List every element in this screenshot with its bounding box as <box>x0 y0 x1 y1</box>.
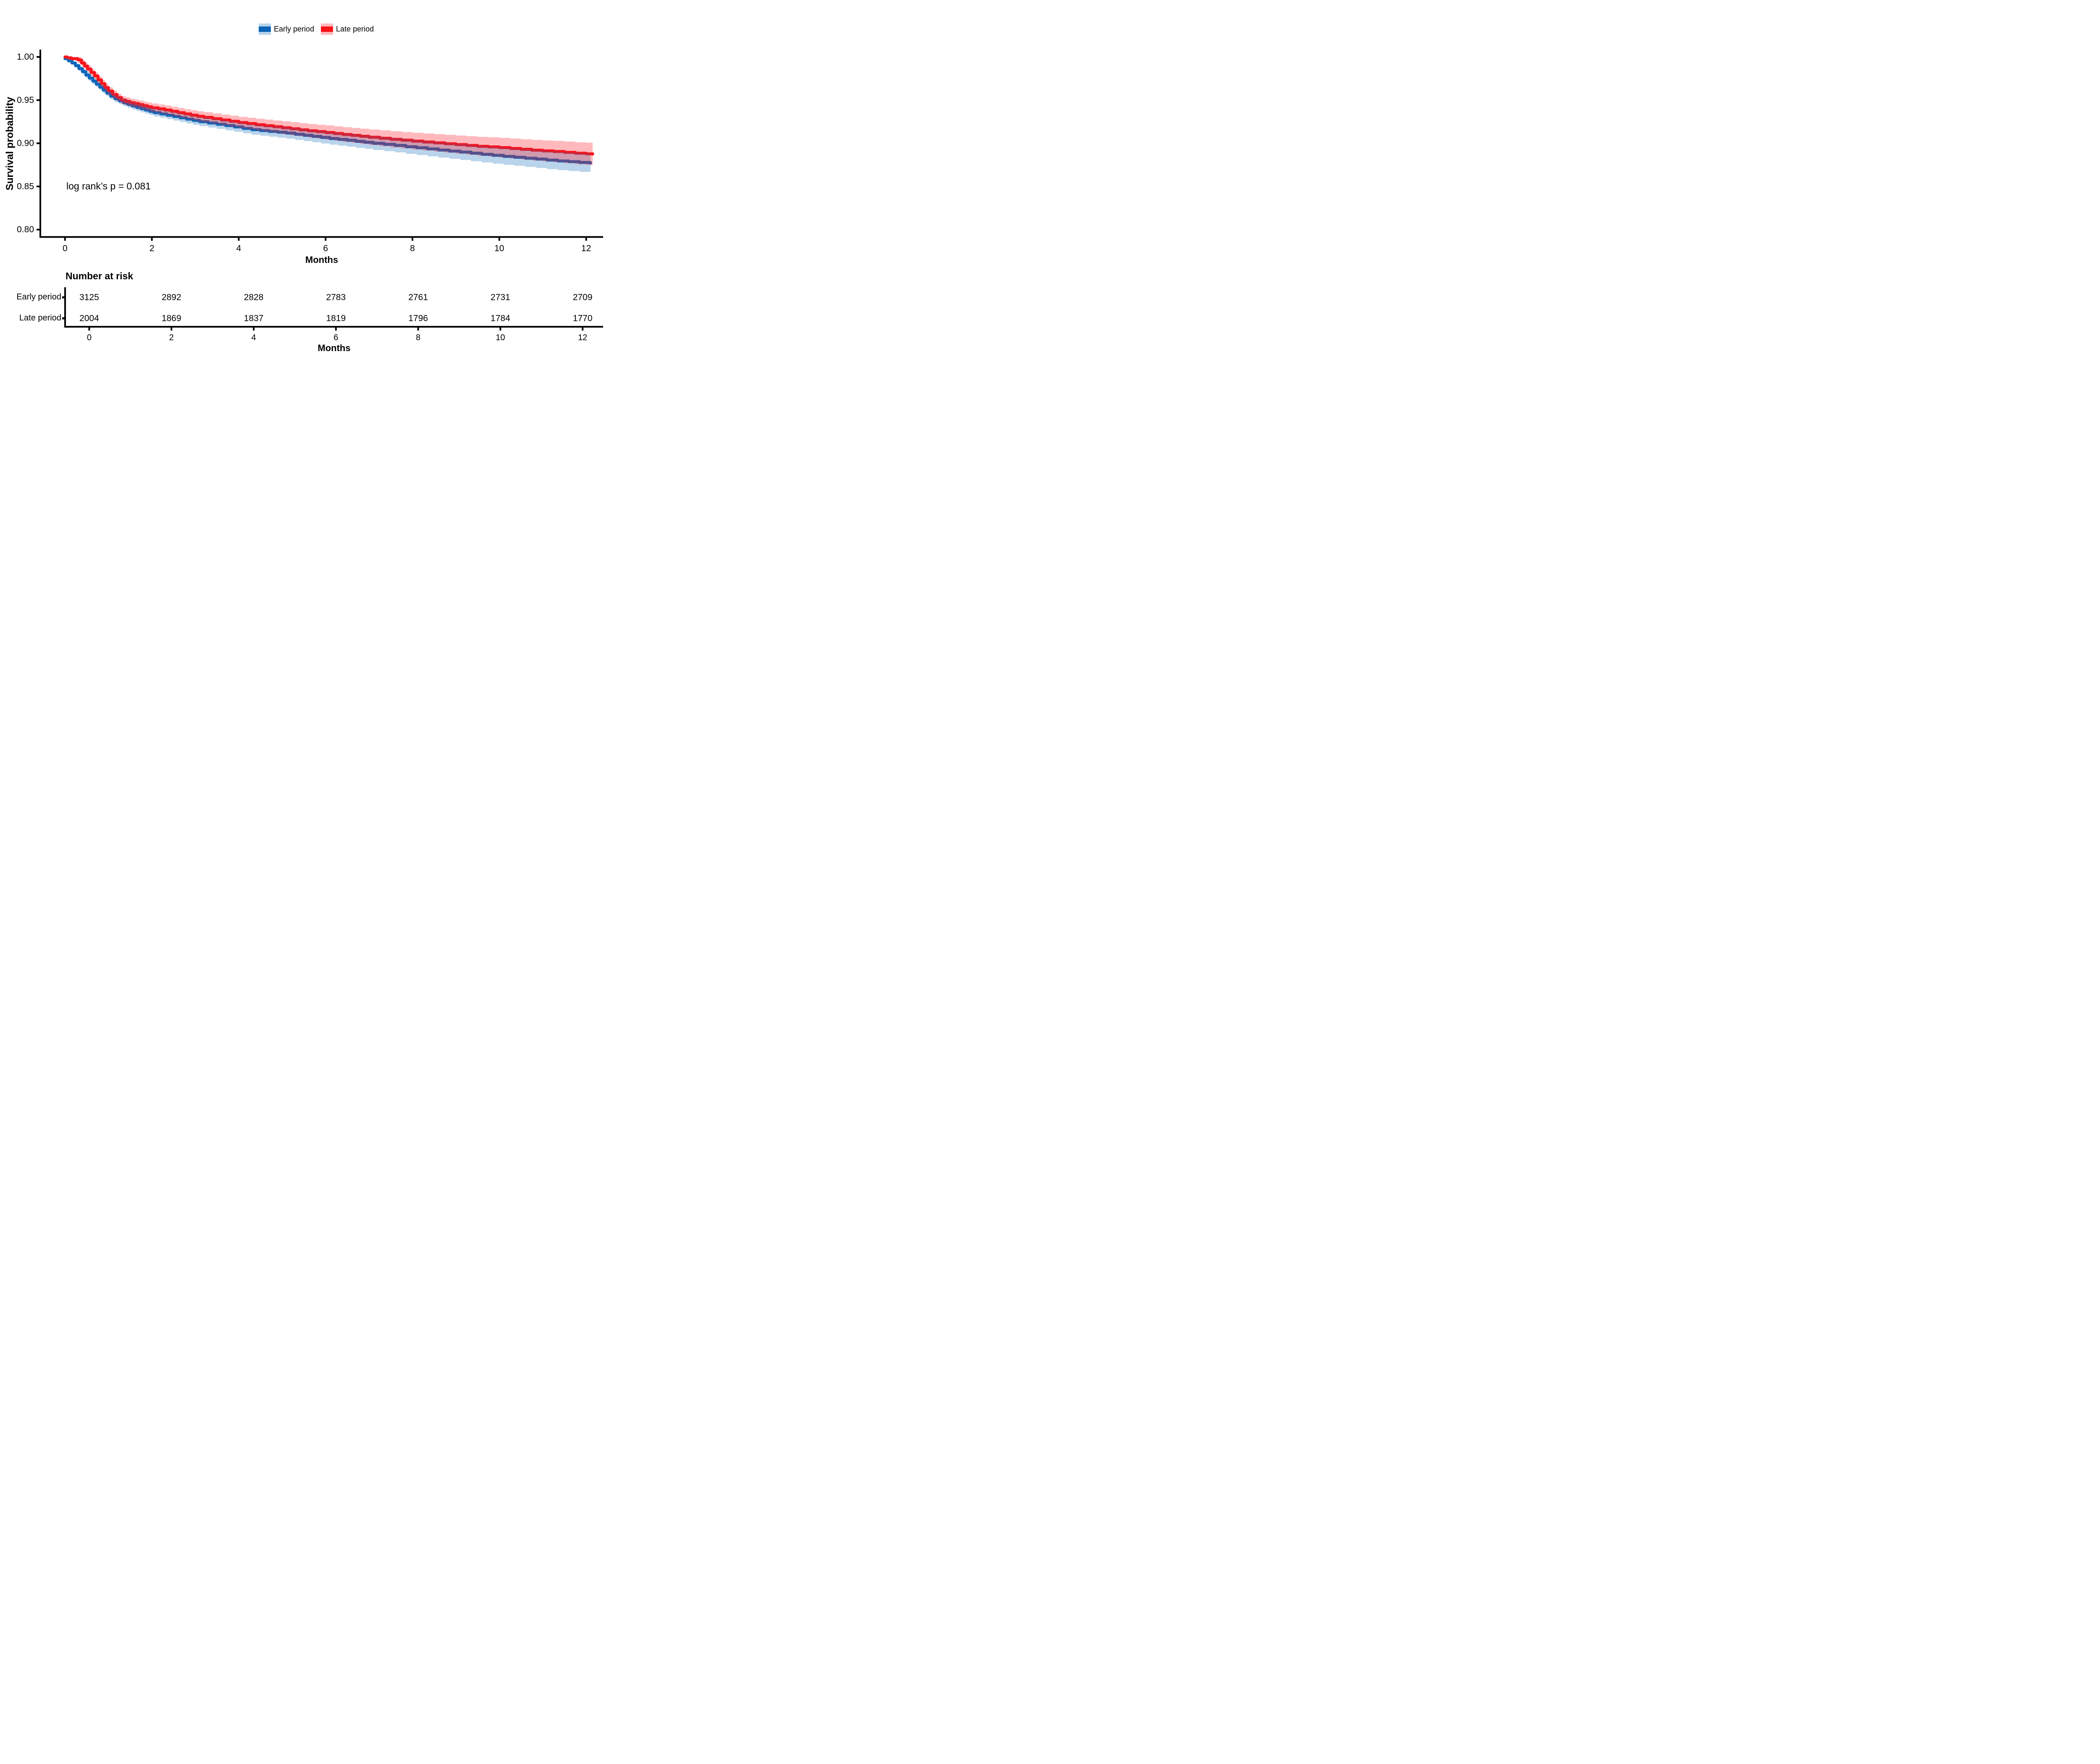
km-survival-figure: 1.00 0.95 0.90 0.85 0.80 0 2 4 6 8 10 12 Months 3125 2… <box>0 0 605 353</box>
y-tick-label: 0.85 <box>17 181 34 191</box>
risk-value: 1784 <box>491 314 510 323</box>
log-rank-annotation: log rank’s p = 0.081 <box>66 181 151 192</box>
x-tick-label: 8 <box>410 244 415 253</box>
ci-band-early <box>65 58 591 173</box>
risk-axis-tick-label: 4 <box>251 333 256 342</box>
risk-value: 2828 <box>244 293 264 302</box>
risk-axis-tick-label: 0 <box>87 333 92 342</box>
risk-value: 1869 <box>162 314 181 323</box>
risk-row-label-late: Late period <box>19 313 61 323</box>
risk-value: 1819 <box>326 314 346 323</box>
x-tick-label: 4 <box>236 244 242 253</box>
risk-value: 1770 <box>573 314 593 323</box>
late-period-key-icon <box>321 24 333 35</box>
risk-table-title: Number at risk <box>66 270 134 281</box>
risk-value: 2761 <box>408 293 428 302</box>
risk-value: 2709 <box>573 293 593 302</box>
risk-value: 1796 <box>408 314 428 323</box>
ci-band-late <box>65 57 593 165</box>
risk-axis-tick-label: 8 <box>416 333 420 342</box>
risk-value: 2004 <box>79 314 99 323</box>
late-line-swatch <box>321 26 333 32</box>
risk-value: 2783 <box>326 293 346 302</box>
risk-value: 3125 <box>79 293 99 302</box>
survival-chart-canvas: 1.00 0.95 0.90 0.85 0.80 0 2 4 6 8 10 12 Months 3125 2… <box>17 50 603 353</box>
y-axis-title: Survival probability <box>4 97 16 191</box>
legend-label-early: Early period <box>274 25 315 33</box>
legend-item-early: Early period <box>259 24 314 35</box>
risk-axis-tick-label: 2 <box>169 333 174 342</box>
legend: Early period Late period <box>259 24 374 35</box>
risk-value: 2731 <box>491 293 510 302</box>
y-tick-label: 1.00 <box>17 52 34 62</box>
risk-value: 1837 <box>244 314 264 323</box>
x-tick-label: 2 <box>150 244 155 253</box>
early-line-swatch <box>259 26 271 32</box>
y-tick-label: 0.90 <box>17 139 34 148</box>
early-period-key-icon <box>259 24 271 35</box>
x-axis-title: Months <box>305 255 338 265</box>
risk-value: 2892 <box>162 293 181 302</box>
x-tick-label: 6 <box>323 244 328 253</box>
risk-axis-title: Months <box>318 343 350 353</box>
y-tick-label: 0.95 <box>17 95 34 105</box>
y-tick-label: 0.80 <box>17 225 34 234</box>
risk-row-label-early: Early period <box>16 292 61 302</box>
risk-axis-tick-label: 10 <box>496 333 505 342</box>
risk-axis-tick-label: 6 <box>333 333 338 342</box>
km-line-early <box>63 57 592 165</box>
legend-item-late: Late period <box>321 24 374 35</box>
x-tick-label: 0 <box>63 244 68 253</box>
risk-axis-tick-label: 12 <box>578 333 587 342</box>
legend-label-late: Late period <box>336 25 374 33</box>
x-tick-label: 10 <box>494 244 504 253</box>
x-tick-label: 12 <box>581 244 591 253</box>
km-line-late <box>63 55 594 156</box>
